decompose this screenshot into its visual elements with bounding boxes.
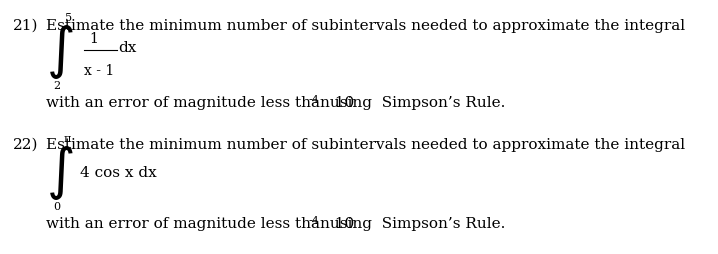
Text: 4 cos x dx: 4 cos x dx xyxy=(80,165,157,179)
Text: x - 1: x - 1 xyxy=(84,64,114,78)
Text: Estimate the minimum number of subintervals needed to approximate the integral: Estimate the minimum number of subinterv… xyxy=(46,137,685,151)
Text: π: π xyxy=(63,133,71,143)
Text: 5: 5 xyxy=(65,13,73,23)
Text: -4: -4 xyxy=(309,215,320,225)
Text: dx: dx xyxy=(118,41,136,55)
Text: using  Simpson’s Rule.: using Simpson’s Rule. xyxy=(325,216,505,230)
Text: 21): 21) xyxy=(13,19,39,33)
Text: 22): 22) xyxy=(13,137,39,151)
Text: 0: 0 xyxy=(53,201,60,211)
Text: with an error of magnitude less than 10: with an error of magnitude less than 10 xyxy=(46,216,354,230)
Text: with an error of magnitude less than 10: with an error of magnitude less than 10 xyxy=(46,96,354,109)
Text: $\int$: $\int$ xyxy=(46,23,73,81)
Text: Estimate the minimum number of subintervals needed to approximate the integral: Estimate the minimum number of subinterv… xyxy=(46,19,685,33)
Text: 2: 2 xyxy=(53,81,60,90)
Text: -4: -4 xyxy=(309,94,320,104)
Text: 1: 1 xyxy=(89,31,98,45)
Text: $\int$: $\int$ xyxy=(46,143,73,201)
Text: using  Simpson’s Rule.: using Simpson’s Rule. xyxy=(325,96,505,109)
